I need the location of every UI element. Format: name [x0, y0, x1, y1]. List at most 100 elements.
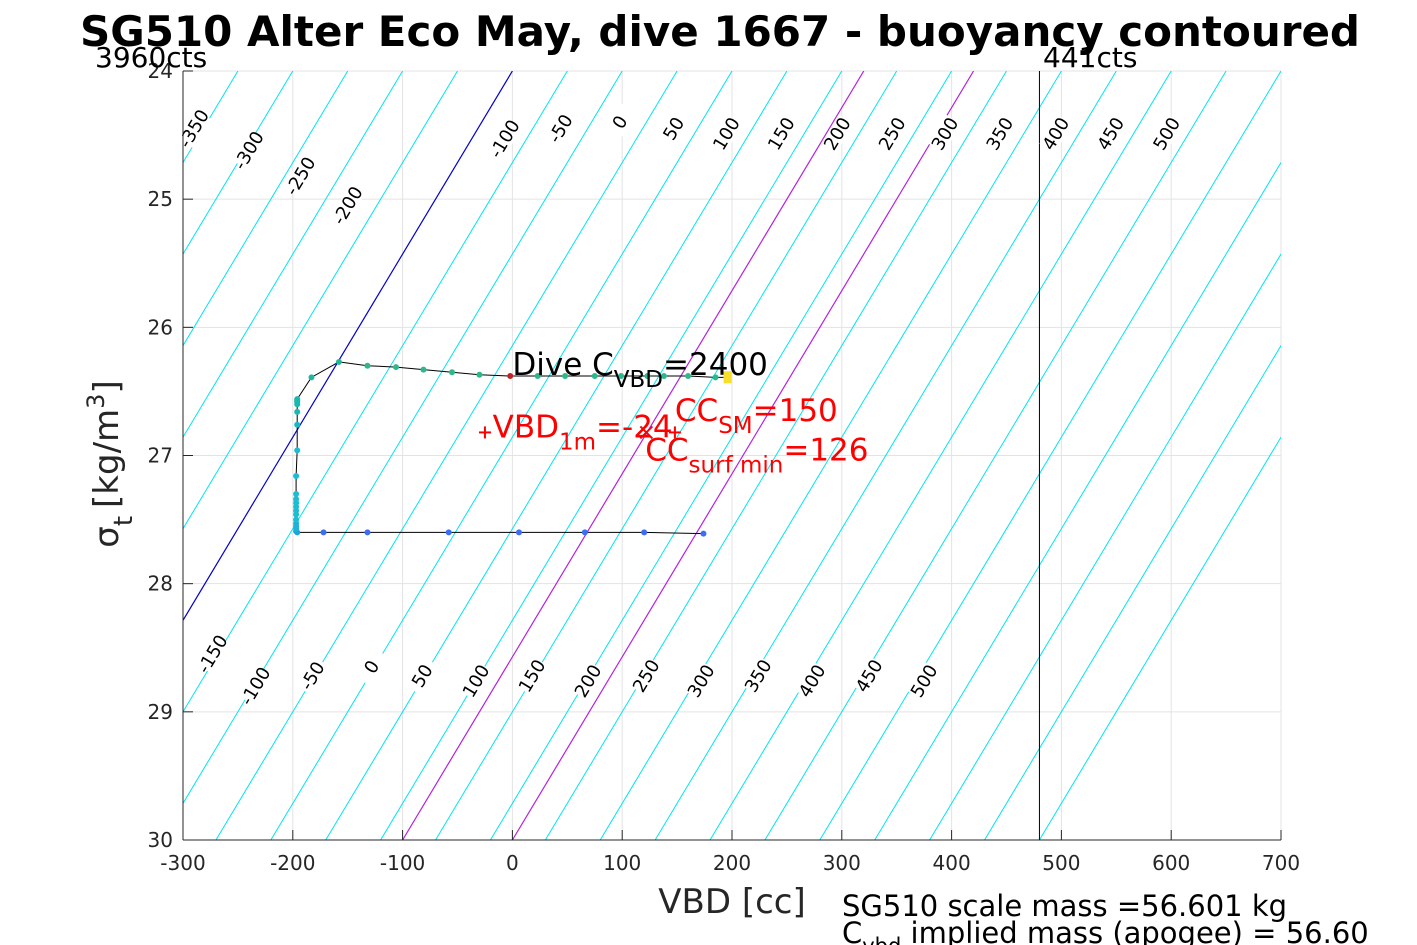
trajectory-point — [562, 373, 569, 380]
x-tick-label: 700 — [1262, 851, 1300, 875]
contour-label-bg — [284, 156, 317, 196]
annotation-subscript: VBD — [614, 367, 663, 393]
y-axis-ticks: 24 25 26 27 28 29 30 — [148, 59, 193, 852]
trajectory-point — [660, 373, 667, 380]
annotation-value: =2400 — [663, 347, 768, 383]
y-tick-label: 28 — [148, 572, 173, 596]
contour-label-bg — [603, 103, 637, 142]
trajectory-point — [591, 373, 598, 380]
contour-line-50 — [183, 71, 568, 713]
contour-line-extra — [0, 71, 18, 840]
trajectory-point — [393, 364, 400, 371]
x-tick-label: -100 — [380, 851, 425, 875]
implied-mass-sub: vbd — [862, 934, 901, 945]
trajectory-point — [449, 369, 456, 376]
trajectory-point — [507, 373, 514, 380]
trajectory-point — [293, 516, 300, 523]
contour-line-extra — [1039, 436, 1281, 840]
contour-line--150 — [183, 71, 349, 347]
contour-label-bg — [544, 109, 578, 148]
trajectory-point — [308, 374, 315, 381]
trajectory-point — [476, 371, 483, 378]
x-tick-label: 0 — [506, 851, 519, 875]
chart-title: SG510 Alter Eco May, dive 1667 - buoyanc… — [80, 7, 1360, 56]
contour-label-bg — [795, 661, 829, 701]
contour-label-bg — [571, 661, 605, 701]
trajectory-point — [294, 396, 301, 403]
annotation-main: Dive C — [512, 347, 613, 383]
trajectory-point — [581, 529, 588, 536]
contour-label-bg — [232, 131, 266, 170]
contour-line-450 — [544, 71, 1007, 840]
x-axis-label: VBD [cc] — [658, 882, 806, 922]
contour-line-extra — [984, 344, 1281, 840]
highlight-line — [402, 71, 865, 840]
trajectory-point — [320, 529, 327, 536]
trajectory-point — [700, 530, 707, 537]
y-tick-label: 24 — [148, 59, 173, 83]
annotation-cc_surf_min: CCsurf min=126 — [645, 433, 868, 479]
contour-label-bg — [764, 114, 798, 154]
contour-label-bg — [710, 114, 743, 154]
x-tick-label: -300 — [160, 851, 205, 875]
contour-line-250 — [325, 71, 788, 840]
annotation-main: VBD — [493, 410, 559, 446]
contour-line-extra — [764, 71, 1227, 840]
counts-left-label: 3960cts — [95, 41, 207, 74]
contour-line-0 — [183, 71, 513, 622]
contour-line-400 — [490, 71, 953, 840]
contour-label-bg — [459, 661, 493, 701]
annotation-subscript: surf min — [689, 453, 784, 479]
contour-label-bg — [684, 661, 718, 701]
annotation-subscript: 1m — [559, 430, 596, 456]
contour-label-bg — [405, 656, 439, 696]
trajectory-point — [515, 529, 522, 536]
annotation-cc_sm: CCSM=150 — [675, 393, 838, 439]
x-tick-label: -200 — [270, 851, 315, 875]
trajectory-point — [445, 529, 452, 536]
highlight-line — [511, 71, 975, 840]
x-tick-label: 300 — [823, 851, 861, 875]
contour-line--50 — [183, 71, 458, 530]
x-tick-label: 100 — [603, 851, 641, 875]
contour-label-bg — [488, 119, 522, 159]
contour-label-bg — [1039, 114, 1073, 154]
y-axis-label-subscript: t — [109, 516, 139, 526]
contour-line-500 — [599, 71, 1062, 840]
x-tick-label: 600 — [1152, 851, 1190, 875]
contour-line-extra — [709, 71, 1172, 840]
contour-line-extra — [929, 253, 1281, 840]
y-axis-label-unit: [kg/m — [87, 409, 127, 508]
y-tick-label: 30 — [148, 828, 173, 852]
annotation-main: CC — [675, 393, 718, 429]
contour-line--100 — [183, 71, 404, 439]
x-tick-label: 400 — [933, 851, 971, 875]
contour-label-bg — [657, 109, 691, 148]
y-axis-label-unit-sup: 3 — [82, 394, 110, 409]
trajectory-point — [293, 490, 300, 497]
annotation-main: CC — [645, 433, 688, 469]
contour-line-100 — [183, 71, 623, 805]
y-tick-label: 25 — [148, 187, 173, 211]
contour-label-bg — [196, 634, 230, 674]
contour-label-bg — [875, 114, 909, 154]
implied-mass-rest: implied mass (apogee) = 56.60 — [901, 916, 1368, 945]
annotation-vbd_1m: VBD1m=-24 — [493, 410, 673, 456]
x-tick-label: 200 — [713, 851, 751, 875]
trajectory-point — [712, 374, 719, 381]
contour-label-bg — [515, 656, 549, 696]
trajectory-point — [534, 373, 541, 380]
trajectory-point — [335, 358, 342, 365]
trajectory-point — [294, 408, 301, 415]
contour-label-bg — [629, 656, 663, 696]
contour-label-bg — [741, 656, 775, 696]
trajectory-point — [420, 366, 427, 373]
contour-label-bg — [331, 186, 365, 225]
x-axis-ticks: -300 -200 -100 0 100 200 300 400 500 600 700 — [160, 830, 1300, 875]
y-axis-label: σt [kg/m3] — [82, 380, 139, 547]
y-axis-label-unit-close: ] — [87, 380, 127, 393]
implied-mass-c: C — [842, 916, 862, 945]
trajectory-point — [294, 421, 301, 428]
